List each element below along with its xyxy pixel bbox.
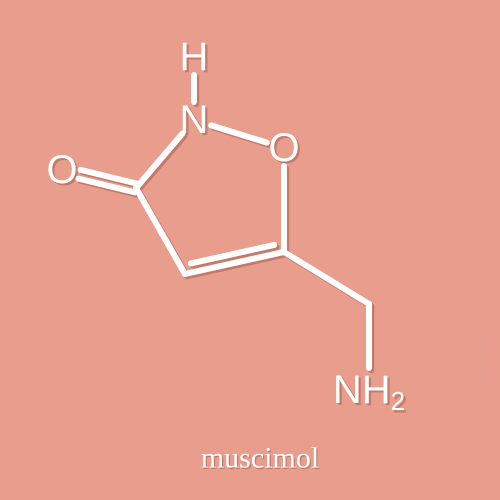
atom-label: NH2 [333,368,405,416]
atom-label: H [180,35,209,79]
atom-label: N [180,98,209,142]
atom-label: O [268,126,299,170]
watermark: 193476164 [479,330,493,390]
molecule-caption: muscimol [201,442,319,475]
molecule-diagram: HNOONH2HNOONH2muscimolmuscimol193476164 [0,0,500,500]
bond-shadow [138,136,184,190]
bond [284,252,369,304]
bond [136,188,185,274]
atom-label: O [46,148,77,192]
bond [211,125,267,142]
bond [136,134,182,188]
